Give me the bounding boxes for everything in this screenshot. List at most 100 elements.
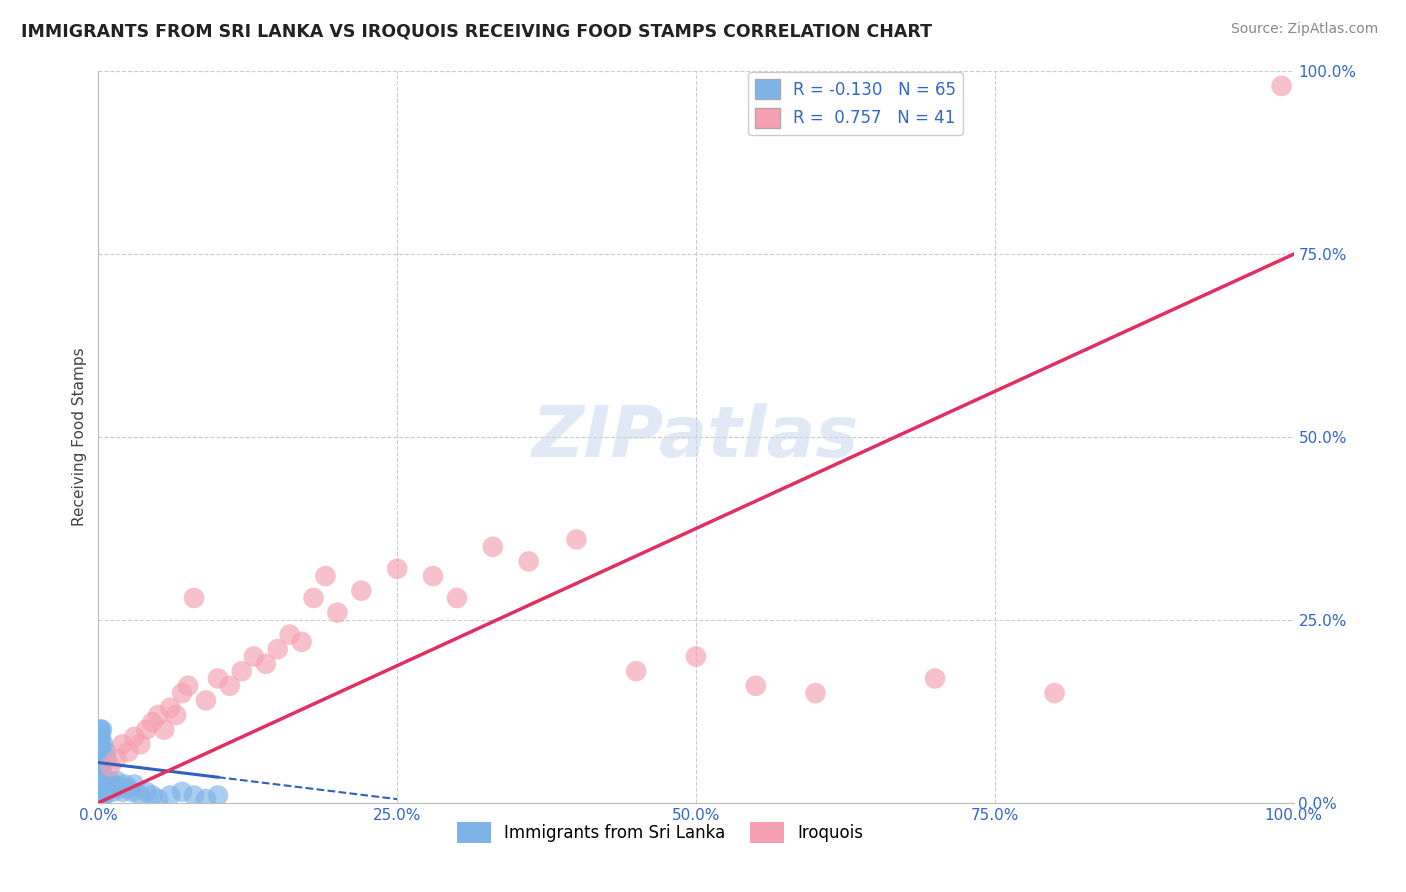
- Point: [105, 773, 128, 788]
- Point: [243, 649, 266, 664]
- Point: [89, 763, 111, 777]
- Y-axis label: Receiving Food Stamps: Receiving Food Stamps: [72, 348, 87, 526]
- Point: [89, 730, 111, 744]
- Point: [89, 778, 111, 792]
- Point: [91, 781, 114, 796]
- Point: [517, 554, 540, 568]
- Point: [141, 715, 163, 730]
- Point: [91, 763, 114, 777]
- Point: [446, 591, 468, 605]
- Point: [159, 789, 181, 803]
- Point: [278, 627, 301, 641]
- Point: [90, 730, 112, 744]
- Point: [804, 686, 827, 700]
- Point: [91, 723, 114, 737]
- Point: [153, 723, 176, 737]
- Text: ZIPatlas: ZIPatlas: [533, 402, 859, 472]
- Point: [89, 766, 111, 780]
- Point: [195, 693, 218, 707]
- Point: [254, 657, 277, 671]
- Point: [924, 672, 946, 686]
- Point: [94, 745, 117, 759]
- Point: [315, 569, 337, 583]
- Point: [93, 778, 115, 792]
- Point: [124, 778, 146, 792]
- Point: [90, 737, 112, 751]
- Point: [626, 664, 648, 678]
- Point: [98, 773, 121, 788]
- Point: [90, 766, 112, 780]
- Point: [89, 789, 111, 803]
- Point: [165, 708, 187, 723]
- Legend: Immigrants from Sri Lanka, Iroquois: Immigrants from Sri Lanka, Iroquois: [451, 815, 869, 849]
- Point: [291, 635, 314, 649]
- Point: [89, 740, 111, 755]
- Point: [89, 745, 111, 759]
- Point: [111, 737, 134, 751]
- Point: [231, 664, 253, 678]
- Point: [207, 672, 229, 686]
- Point: [183, 591, 205, 605]
- Point: [135, 785, 157, 799]
- Point: [1271, 78, 1294, 93]
- Point: [108, 781, 131, 796]
- Point: [195, 792, 218, 806]
- Point: [89, 792, 111, 806]
- Point: [183, 789, 205, 803]
- Point: [135, 723, 157, 737]
- Point: [302, 591, 325, 605]
- Point: [172, 785, 194, 799]
- Point: [89, 733, 111, 747]
- Point: [101, 785, 124, 799]
- Point: [97, 778, 120, 792]
- Point: [98, 781, 122, 796]
- Point: [350, 583, 373, 598]
- Point: [685, 649, 707, 664]
- Point: [89, 723, 111, 737]
- Point: [89, 726, 111, 740]
- Point: [117, 745, 139, 759]
- Point: [148, 792, 170, 806]
- Point: [114, 778, 136, 792]
- Point: [91, 770, 114, 784]
- Point: [91, 789, 114, 803]
- Point: [111, 785, 134, 799]
- Point: [90, 789, 112, 803]
- Point: [105, 752, 128, 766]
- Point: [93, 789, 115, 803]
- Text: IMMIGRANTS FROM SRI LANKA VS IROQUOIS RECEIVING FOOD STAMPS CORRELATION CHART: IMMIGRANTS FROM SRI LANKA VS IROQUOIS RE…: [21, 22, 932, 40]
- Point: [745, 679, 768, 693]
- Point: [207, 789, 229, 803]
- Point: [89, 756, 111, 770]
- Point: [94, 785, 117, 799]
- Point: [89, 785, 111, 799]
- Point: [89, 759, 111, 773]
- Point: [90, 745, 112, 759]
- Point: [89, 781, 111, 796]
- Point: [89, 773, 111, 788]
- Point: [121, 785, 143, 799]
- Point: [90, 781, 112, 796]
- Point: [91, 778, 114, 792]
- Point: [141, 789, 163, 803]
- Point: [89, 748, 111, 763]
- Point: [117, 781, 139, 796]
- Point: [96, 781, 118, 796]
- Point: [96, 752, 118, 766]
- Point: [103, 778, 125, 792]
- Point: [90, 773, 112, 788]
- Point: [1043, 686, 1066, 700]
- Point: [565, 533, 588, 547]
- Point: [90, 759, 112, 773]
- Point: [172, 686, 194, 700]
- Point: [89, 752, 111, 766]
- Point: [481, 540, 505, 554]
- Point: [91, 785, 114, 799]
- Point: [129, 789, 152, 803]
- Point: [385, 562, 409, 576]
- Point: [159, 700, 181, 714]
- Point: [267, 642, 290, 657]
- Point: [326, 606, 349, 620]
- Point: [89, 770, 111, 784]
- Point: [98, 759, 122, 773]
